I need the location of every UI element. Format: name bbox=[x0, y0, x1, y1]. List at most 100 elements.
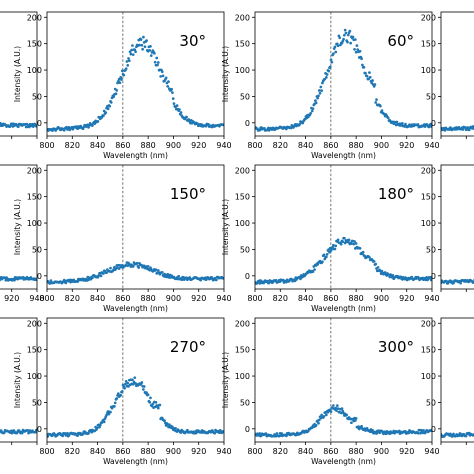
panel-p3: 0 50 100 150 200 bbox=[421, 11, 474, 139]
data-point bbox=[314, 101, 318, 105]
axes-frame bbox=[46, 11, 225, 137]
x-tick-label: 820 bbox=[65, 447, 80, 456]
data-point bbox=[124, 382, 127, 386]
y-axis-title: Intensity (A.U.) bbox=[221, 352, 230, 408]
data-point bbox=[115, 89, 119, 92]
data-point bbox=[354, 417, 358, 420]
data-point bbox=[185, 428, 189, 432]
data-point bbox=[146, 265, 150, 268]
data-point bbox=[141, 47, 144, 51]
data-point bbox=[320, 413, 323, 417]
data-point bbox=[142, 35, 145, 39]
data-point bbox=[457, 434, 461, 438]
x-tick-label: 940 bbox=[29, 294, 44, 303]
data-point bbox=[332, 52, 335, 56]
data-point bbox=[328, 250, 331, 254]
panel-p2: 0 50 100 150 200 800 820 840 860 880 900 920 940 Wave… bbox=[221, 11, 440, 160]
data-point bbox=[26, 429, 30, 432]
data-point bbox=[334, 406, 338, 410]
data-point bbox=[163, 419, 166, 423]
data-point bbox=[98, 423, 102, 427]
data-points bbox=[255, 404, 432, 438]
data-point bbox=[346, 40, 349, 44]
data-point bbox=[179, 111, 183, 114]
x-axis-title: Wavelength (nm) bbox=[311, 151, 376, 160]
data-point bbox=[145, 39, 148, 42]
y-tick-label: 200 bbox=[27, 166, 42, 175]
data-point bbox=[35, 428, 37, 432]
data-point bbox=[452, 432, 455, 436]
x-axis-title: Wavelength (nm) bbox=[103, 457, 168, 466]
data-point bbox=[358, 247, 362, 250]
angle-label: 60° bbox=[387, 32, 414, 50]
data-point bbox=[373, 83, 377, 86]
data-point bbox=[172, 102, 176, 105]
x-tick-label: 940 bbox=[216, 294, 231, 303]
data-point bbox=[386, 116, 390, 120]
data-point bbox=[362, 65, 366, 69]
data-point bbox=[124, 67, 128, 71]
data-point bbox=[178, 108, 181, 111]
data-point bbox=[214, 278, 218, 282]
data-point bbox=[66, 431, 69, 435]
x-tick-label: 880 bbox=[141, 141, 156, 150]
axes-frame bbox=[0, 164, 38, 290]
data-point bbox=[445, 279, 448, 283]
data-point bbox=[153, 51, 156, 55]
x-tick-label: 880 bbox=[141, 447, 156, 456]
data-point bbox=[314, 99, 317, 102]
data-point bbox=[350, 421, 353, 425]
data-point bbox=[324, 413, 328, 417]
data-points bbox=[47, 35, 224, 132]
data-point bbox=[343, 236, 346, 240]
data-point bbox=[351, 35, 355, 39]
y-tick-label: 200 bbox=[421, 166, 436, 175]
x-tick-label: 820 bbox=[65, 141, 80, 150]
data-point bbox=[466, 126, 469, 129]
data-point bbox=[360, 424, 363, 428]
y-tick-label: 100 bbox=[235, 372, 250, 381]
panel-p5: 0 50 100 150 200 800 820 840 860 880 900 920 940 Wave… bbox=[13, 164, 232, 313]
x-tick-label: 800 bbox=[247, 294, 262, 303]
data-point bbox=[222, 276, 224, 280]
y-tick-label: 150 bbox=[235, 40, 250, 49]
data-point bbox=[372, 260, 376, 263]
data-point bbox=[319, 85, 323, 89]
y-tick-label: 150 bbox=[27, 346, 42, 355]
data-point bbox=[335, 404, 339, 407]
data-point bbox=[116, 392, 120, 395]
angle-label: 300° bbox=[378, 338, 414, 356]
data-point bbox=[124, 380, 128, 383]
data-point bbox=[353, 38, 357, 41]
data-point bbox=[47, 434, 50, 438]
data-point bbox=[87, 126, 90, 129]
panel-p9: 0 50 100 150 200 800 820 840 860 880 900 920 940 Wave… bbox=[13, 317, 232, 466]
data-point bbox=[353, 419, 357, 422]
data-point bbox=[170, 87, 173, 91]
data-point bbox=[109, 101, 113, 104]
data-point bbox=[125, 60, 129, 63]
data-point bbox=[353, 48, 356, 51]
data-point bbox=[422, 428, 425, 432]
y-tick-label: 200 bbox=[421, 319, 436, 328]
data-point bbox=[222, 430, 224, 434]
data-point bbox=[156, 269, 160, 272]
data-point bbox=[135, 261, 139, 265]
x-tick-label: 820 bbox=[273, 294, 288, 303]
data-point bbox=[127, 59, 131, 63]
y-tick-label: 200 bbox=[421, 13, 436, 22]
angle-label: 30° bbox=[179, 32, 206, 50]
x-tick-label: 860 bbox=[115, 294, 130, 303]
data-point bbox=[134, 50, 137, 54]
data-point bbox=[119, 393, 123, 397]
data-point bbox=[355, 44, 359, 47]
data-points bbox=[255, 28, 432, 132]
data-point bbox=[334, 244, 338, 248]
data-point bbox=[140, 381, 144, 384]
data-point bbox=[350, 242, 353, 246]
data-point bbox=[97, 274, 101, 277]
y-tick-label: 100 bbox=[235, 219, 250, 228]
x-tick-label: 840 bbox=[298, 294, 313, 303]
y-tick-label: 200 bbox=[235, 13, 250, 22]
